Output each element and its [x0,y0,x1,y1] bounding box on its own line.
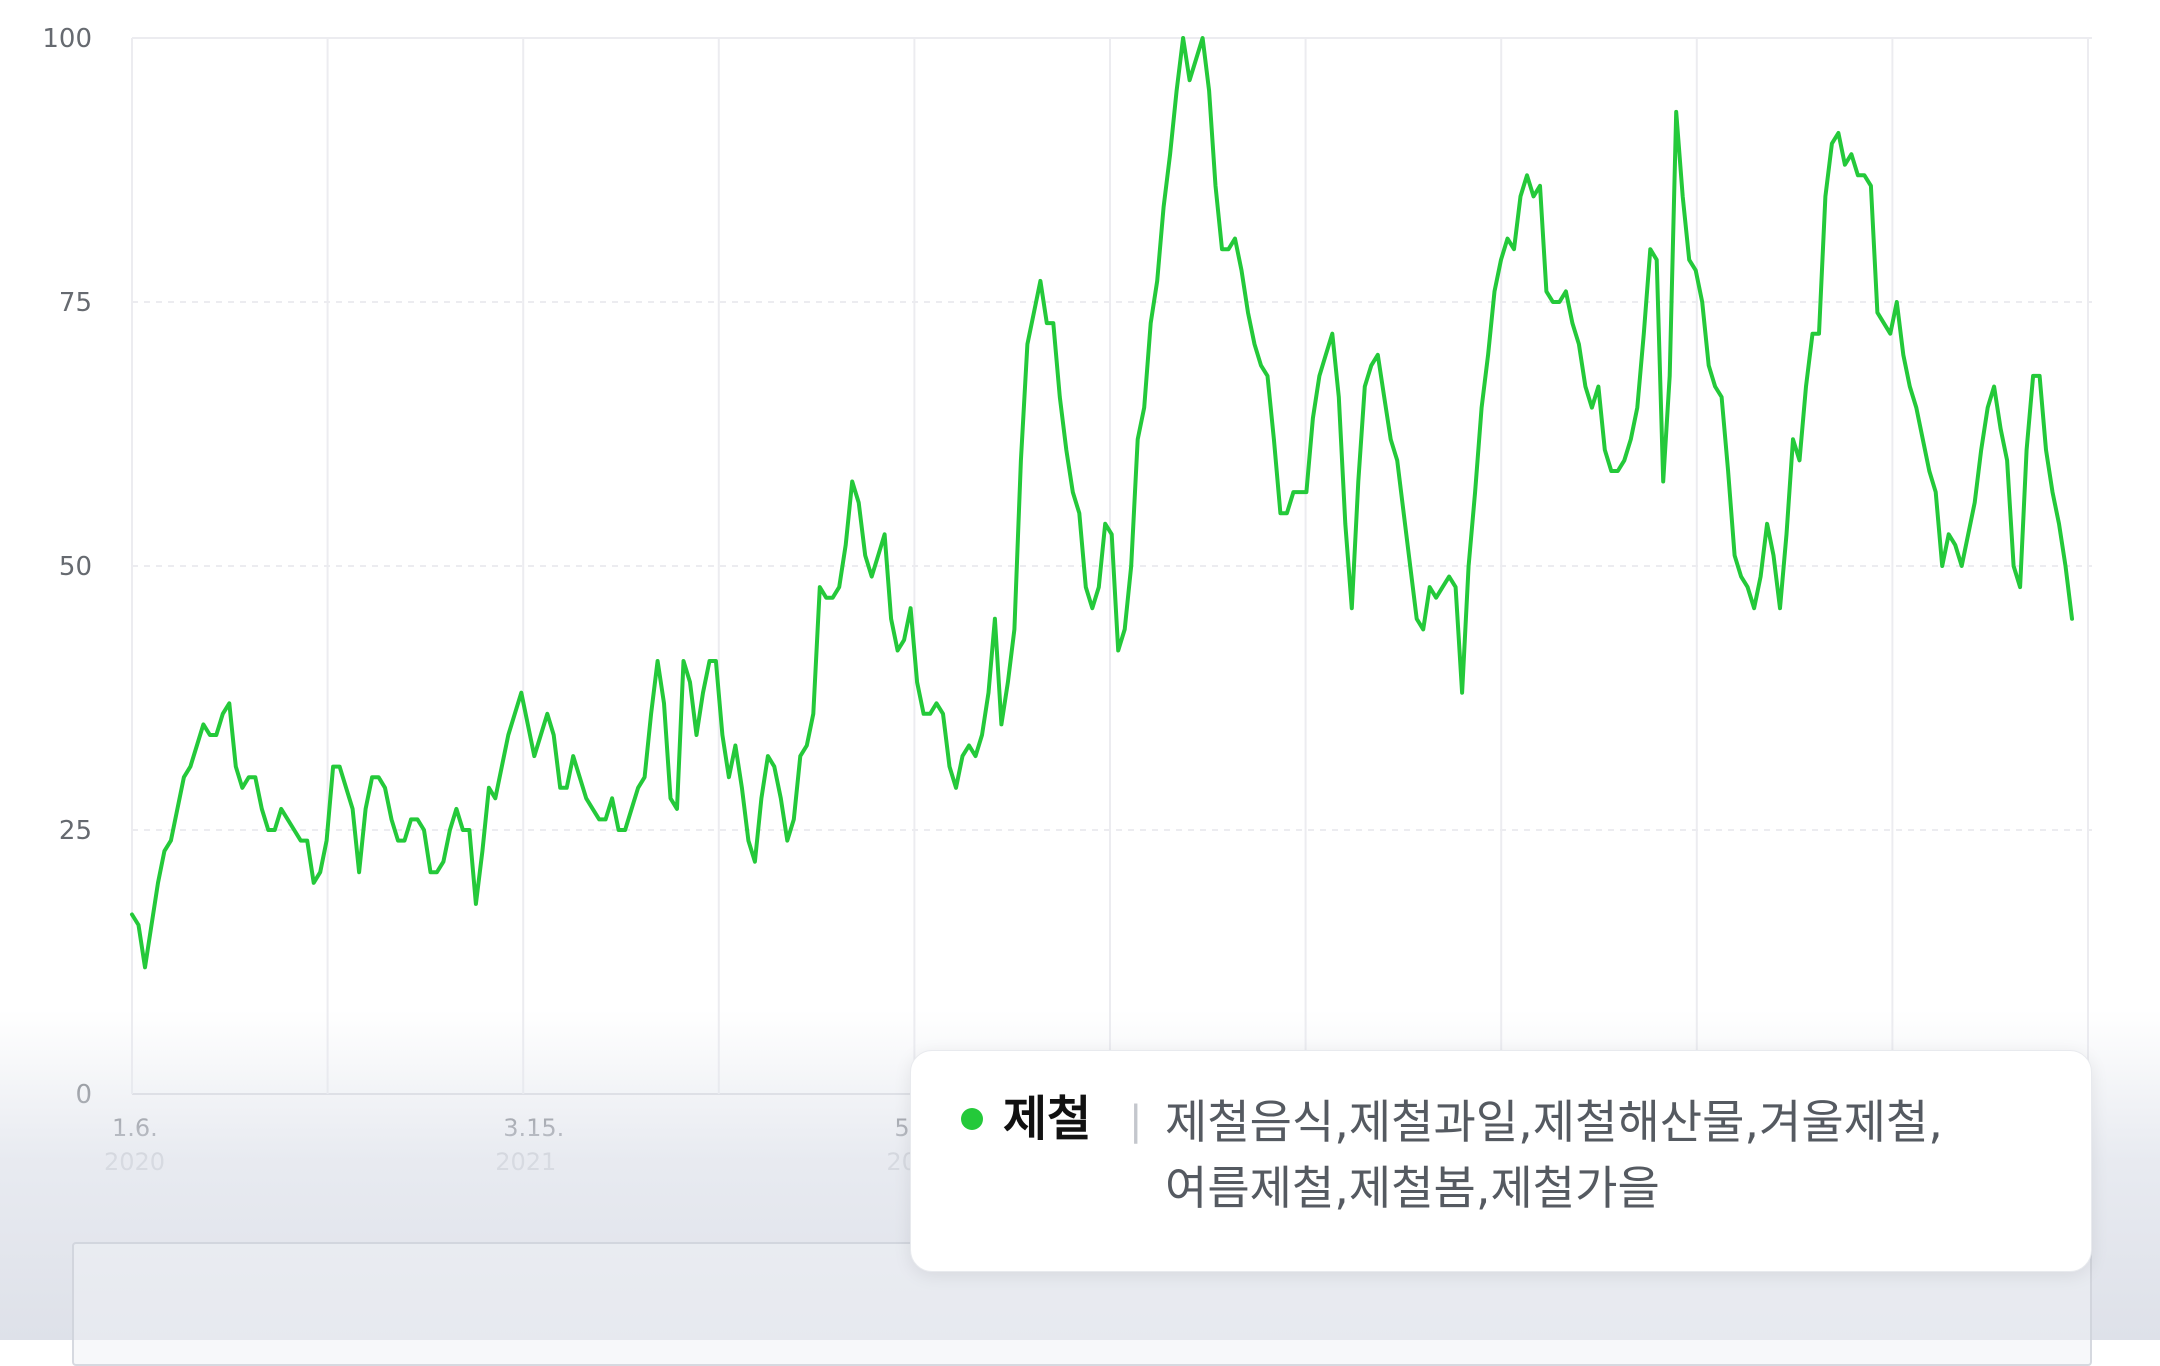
series-line-jecheol [130,36,2074,970]
y-axis-ticks: 0 25 50 75 100 [42,24,92,1110]
x-tick-label: 3.15. [503,1114,564,1142]
y-tick-label: 25 [59,816,92,846]
tooltip-term: 제철 [1003,1091,1092,1147]
tooltip-related-words: 제철음식,제철과일,제철해산물,겨울제철,여름제철,제철봄,제철가을 [1165,1095,1943,1215]
x-tick-year: 2021 [495,1148,556,1176]
tooltip-separator: | [1129,1098,1143,1144]
grid-lines [131,37,2092,1095]
y-tick-label: 100 [42,24,92,54]
x-tick-label: 1.6. [112,1114,158,1142]
x-tick-year: 2020 [104,1148,165,1176]
series-color-dot [961,1108,983,1130]
y-tick-label: 0 [75,1080,92,1110]
y-tick-label: 50 [59,552,92,582]
series-tooltip: 제철 | 제철음식,제철과일,제철해산물,겨울제철,여름제철,제철봄,제철가을 [910,1050,2092,1272]
y-tick-label: 75 [59,288,92,318]
